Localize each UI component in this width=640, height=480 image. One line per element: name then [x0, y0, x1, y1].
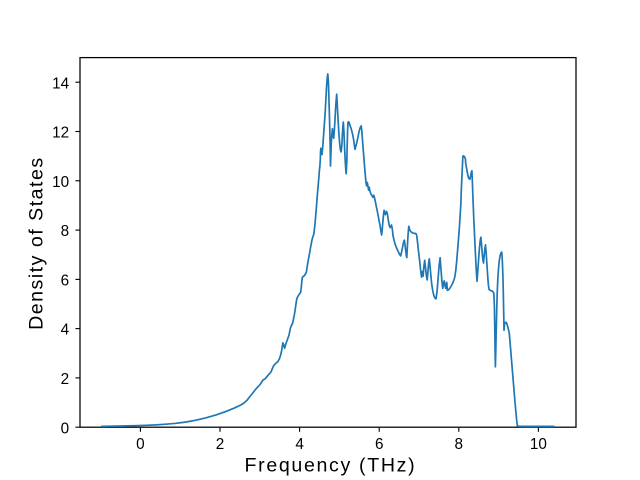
svg-text:10: 10 [52, 174, 69, 191]
svg-text:2: 2 [216, 436, 225, 453]
svg-text:14: 14 [52, 75, 70, 92]
svg-text:6: 6 [61, 273, 70, 290]
svg-text:0: 0 [136, 436, 145, 453]
svg-text:10: 10 [530, 436, 547, 453]
svg-text:12: 12 [52, 125, 69, 142]
svg-text:8: 8 [455, 436, 464, 453]
svg-text:4: 4 [295, 436, 304, 453]
svg-text:4: 4 [61, 322, 70, 339]
svg-text:Frequency (THz): Frequency (THz) [245, 455, 417, 477]
svg-text:6: 6 [375, 436, 384, 453]
svg-text:2: 2 [61, 371, 70, 388]
svg-text:Density of States: Density of States [25, 156, 47, 330]
svg-text:0: 0 [61, 420, 70, 437]
svg-text:8: 8 [61, 223, 70, 240]
